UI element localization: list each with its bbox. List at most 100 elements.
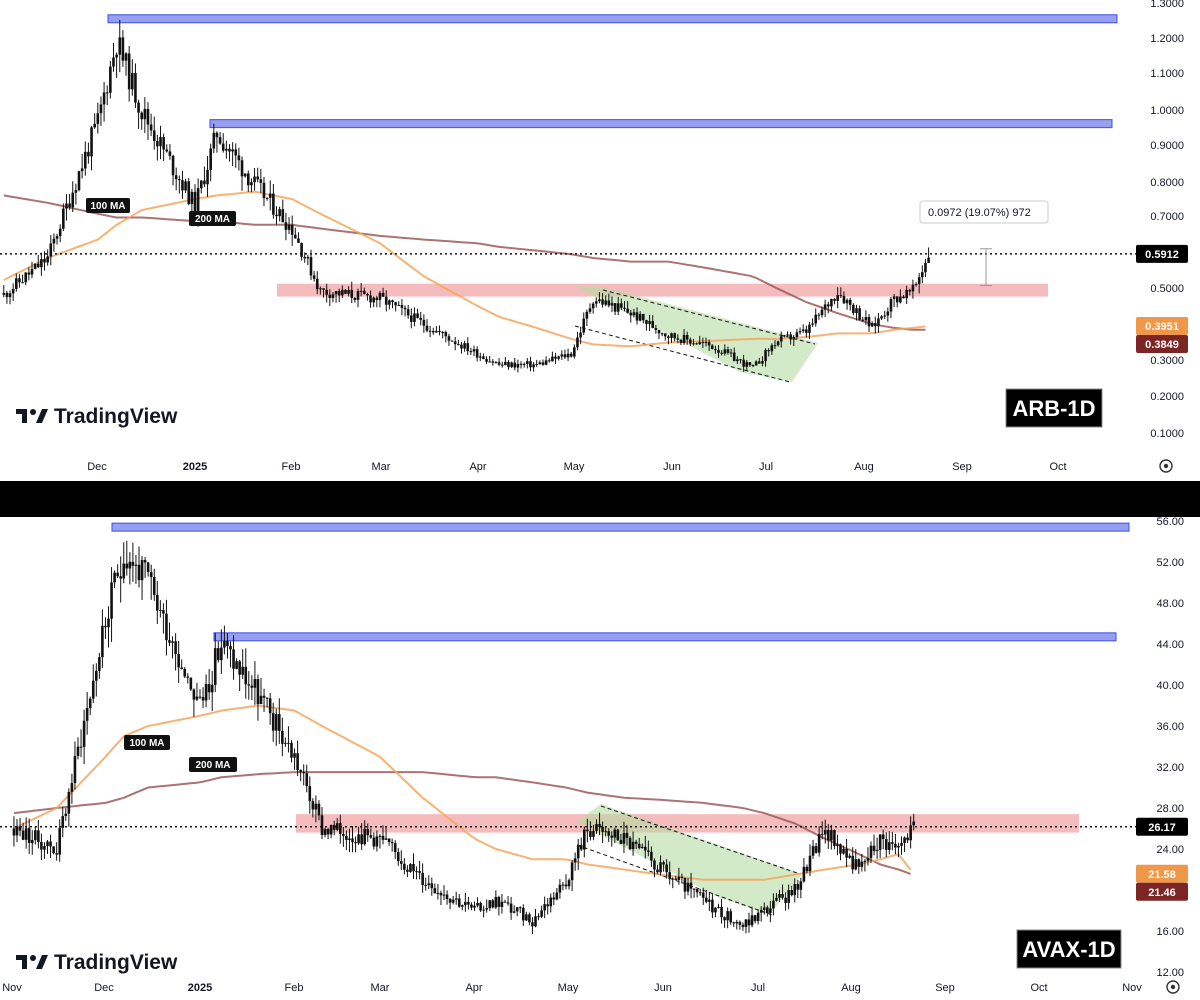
x-tick-label: Dec xyxy=(87,461,107,473)
candle-body xyxy=(143,560,147,563)
candle-body xyxy=(192,689,196,700)
settings-gear-icon[interactable] xyxy=(1166,980,1180,994)
x-tick-label: Jul xyxy=(759,461,773,473)
ma-tag xyxy=(189,757,237,772)
candle-body xyxy=(424,885,427,887)
candle-body xyxy=(616,303,620,312)
candle-body xyxy=(586,829,589,832)
x-tick-label: Mar xyxy=(371,982,390,994)
candle-body xyxy=(510,362,513,368)
candle-body xyxy=(613,829,617,838)
candle-body xyxy=(805,866,809,872)
x-tick-label: Oct xyxy=(1049,461,1066,473)
candle-body xyxy=(671,878,675,880)
candle-body xyxy=(246,173,250,186)
candle-body xyxy=(607,831,610,836)
candle-body xyxy=(128,561,132,569)
candle-body xyxy=(347,289,350,294)
candle-body xyxy=(152,577,156,595)
candle-body xyxy=(628,837,632,850)
candle-body xyxy=(787,890,790,903)
candle-body xyxy=(243,173,247,177)
x-axis: Dec 2025 Feb Mar Apr May Jun Jul Aug Sep Oct xyxy=(87,461,1066,473)
candle-body xyxy=(134,72,137,103)
candle-body xyxy=(500,364,504,366)
arb-chart-panel[interactable]: 0.0972 (19.07%) 972 100 MA 200 MA 0.1000 0.2… xyxy=(0,0,1200,481)
candle-body xyxy=(714,907,717,913)
candle-body xyxy=(689,339,692,344)
candle-body xyxy=(917,277,921,284)
candle-body xyxy=(30,268,34,275)
candle-body xyxy=(67,791,71,814)
candle-body xyxy=(720,906,723,918)
candle-body xyxy=(723,349,727,354)
candle-body xyxy=(180,667,183,669)
candle-body xyxy=(811,846,815,856)
candle-body xyxy=(773,345,777,347)
candle-body xyxy=(140,560,144,581)
candle-body xyxy=(801,329,805,332)
candle-body xyxy=(680,876,684,878)
candle-body xyxy=(436,892,440,894)
candle-body xyxy=(356,291,360,300)
y-tick-label: 1.1000 xyxy=(1150,68,1184,80)
candle-body xyxy=(852,304,855,314)
candle-body xyxy=(439,892,443,896)
candle-body xyxy=(775,897,778,901)
candle-body xyxy=(808,324,811,333)
candle-body xyxy=(284,222,288,230)
candle-body xyxy=(419,317,423,320)
candle-body xyxy=(662,862,665,865)
candle-body xyxy=(761,361,764,364)
candle-body xyxy=(354,842,357,844)
candle-body xyxy=(294,234,297,239)
candle-body xyxy=(503,901,507,903)
candle-body xyxy=(418,871,421,873)
candle-body xyxy=(137,564,141,581)
candle-body xyxy=(726,911,729,921)
candle-body xyxy=(431,331,435,333)
candle-body xyxy=(867,317,871,327)
candle-body xyxy=(792,336,796,340)
candle-body xyxy=(121,37,125,61)
candle-body xyxy=(196,188,200,214)
candle-body xyxy=(676,338,680,340)
candle-body xyxy=(802,866,806,882)
candle-body xyxy=(229,646,232,650)
candle-body xyxy=(76,746,80,756)
candle-body xyxy=(80,168,84,172)
candle-body xyxy=(88,698,92,709)
candle-body xyxy=(869,845,873,858)
ma200-line xyxy=(13,771,911,875)
candle-body xyxy=(43,846,46,850)
candle-body xyxy=(705,897,708,902)
candle-body xyxy=(753,915,757,922)
candle-body xyxy=(221,143,225,151)
candle-body xyxy=(445,894,449,899)
candle-body xyxy=(183,668,187,677)
y-tick-label: 0.5000 xyxy=(1150,283,1184,295)
candle-body xyxy=(91,680,95,699)
candle-body xyxy=(711,899,714,913)
candle-body xyxy=(77,171,81,191)
candle-body xyxy=(515,907,519,912)
candle-body xyxy=(447,336,451,341)
candle-body xyxy=(805,329,808,333)
candle-body xyxy=(759,909,763,913)
candle-body xyxy=(400,861,403,864)
candle-body xyxy=(522,907,525,921)
candle-body xyxy=(543,904,546,911)
candle-body xyxy=(546,904,549,907)
settings-gear-icon[interactable] xyxy=(1159,459,1173,473)
candle-body xyxy=(275,214,278,217)
price-label: 21.58 xyxy=(1148,869,1176,881)
candle-body xyxy=(30,840,34,843)
candle-body xyxy=(71,192,75,208)
candle-body xyxy=(877,318,880,327)
candle-body xyxy=(673,333,676,339)
candle-body xyxy=(290,742,293,758)
candle-body xyxy=(34,830,37,841)
candle-body xyxy=(748,362,752,366)
